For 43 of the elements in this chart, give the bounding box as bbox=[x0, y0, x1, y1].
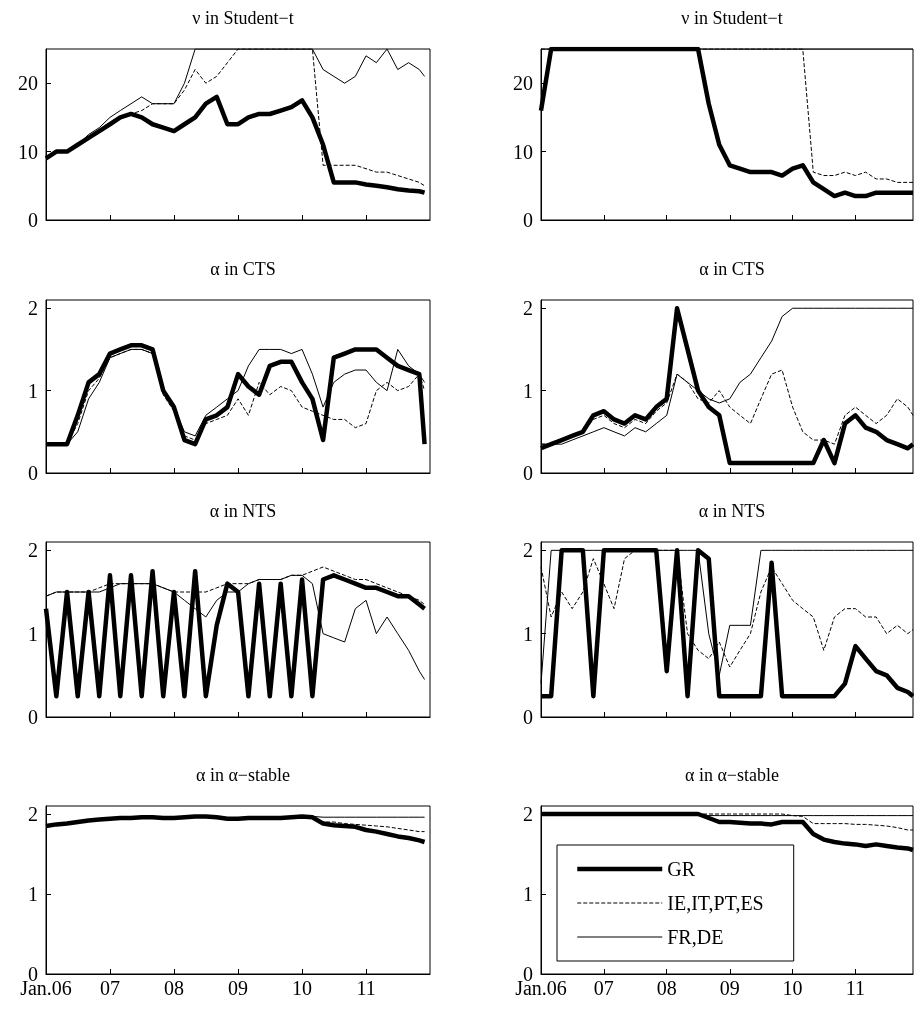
x-tick-label: 08 bbox=[163, 977, 184, 999]
x-tick-label: 10 bbox=[782, 977, 803, 999]
y-tick-label: 2 bbox=[28, 803, 38, 825]
y-tick-label: 10 bbox=[513, 140, 533, 163]
chart-title: α in NTS bbox=[698, 501, 766, 521]
y-tick-label: 0 bbox=[28, 209, 38, 231]
chart-title: α in α−stable bbox=[685, 765, 780, 785]
y-tick-label: 10 bbox=[18, 140, 38, 163]
chart-title: α in α−stable bbox=[196, 765, 291, 785]
y-tick-label: 0 bbox=[523, 462, 533, 484]
x-tick-label: 09 bbox=[719, 977, 740, 999]
x-tick-label: 10 bbox=[292, 977, 313, 999]
y-tick-label: 1 bbox=[28, 622, 38, 645]
chart-title: ν in Student−t bbox=[192, 8, 294, 28]
y-tick-label: 2 bbox=[28, 297, 38, 320]
legend-label: FR,DE bbox=[667, 926, 724, 948]
y-tick-label: 1 bbox=[523, 379, 533, 402]
chart-title: α in CTS bbox=[210, 259, 276, 279]
y-tick-label: 0 bbox=[28, 462, 38, 484]
y-tick-label: 1 bbox=[28, 379, 38, 402]
x-tick-label: 07 bbox=[99, 977, 120, 999]
y-tick-label: 0 bbox=[28, 706, 38, 728]
x-tick-label: 09 bbox=[228, 977, 249, 999]
y-tick-label: 20 bbox=[513, 72, 533, 95]
chart-title: α in NTS bbox=[209, 501, 277, 521]
y-tick-label: 2 bbox=[523, 803, 533, 825]
chart-title: α in CTS bbox=[699, 259, 765, 279]
y-tick-label: 0 bbox=[523, 209, 533, 231]
chart-title: ν in Student−t bbox=[681, 8, 783, 28]
y-tick-label: 2 bbox=[523, 539, 533, 562]
legend-label: GR bbox=[667, 858, 696, 880]
y-tick-label: 0 bbox=[523, 706, 533, 728]
y-tick-label: 1 bbox=[523, 622, 533, 645]
y-tick-label: 2 bbox=[523, 297, 533, 320]
x-tick-label: 11 bbox=[845, 977, 866, 999]
y-tick-label: 1 bbox=[523, 883, 533, 905]
y-tick-label: 2 bbox=[28, 539, 38, 562]
x-tick-label: 11 bbox=[356, 977, 376, 999]
x-tick-label: 08 bbox=[656, 977, 677, 999]
x-tick-label: 07 bbox=[593, 977, 614, 999]
legend-label: IE,IT,PT,ES bbox=[667, 892, 764, 914]
y-tick-label: 20 bbox=[18, 72, 38, 95]
y-tick-label: 1 bbox=[28, 883, 38, 905]
